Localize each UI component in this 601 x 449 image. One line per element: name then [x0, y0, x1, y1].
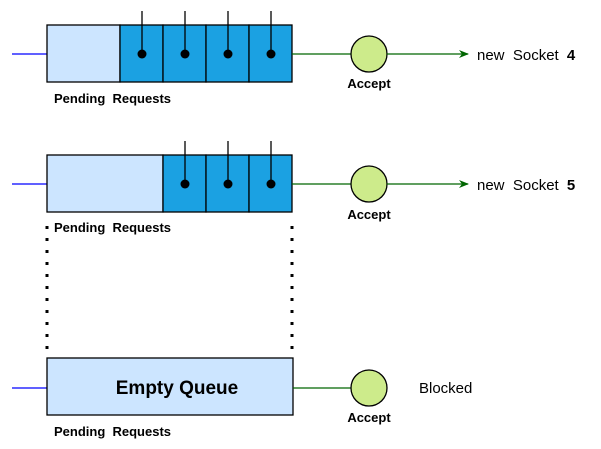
request-dot [266, 49, 276, 59]
request-dot [180, 49, 190, 59]
queue-label-1: Pending Requests [54, 91, 171, 106]
pending-queue-2 [46, 154, 164, 213]
queue-slots-1 [119, 11, 293, 83]
accept-label-2: Accept [347, 207, 391, 222]
request-dot [223, 49, 233, 59]
row-1: Pending Requests Accept new Socket 4 [12, 11, 576, 106]
request-dot [180, 179, 190, 189]
accept-label-1: Accept [347, 76, 391, 91]
socket-number-1: 4 [567, 47, 576, 64]
accept-node-3 [350, 369, 388, 407]
empty-queue-text: Empty Queue [116, 378, 238, 399]
socket-number-2: 5 [567, 177, 575, 194]
blocked-status: Blocked [419, 380, 472, 397]
output-label-2: new Socket 5 [477, 177, 575, 194]
request-dot [137, 49, 147, 59]
queue-label-3: Pending Requests [54, 424, 171, 439]
accept-node-1 [350, 35, 388, 73]
accept-node-2 [350, 165, 388, 203]
queue-slots-2 [162, 141, 293, 213]
pending-queue-1 [46, 24, 121, 83]
output-prefix-1: new Socket [477, 47, 560, 64]
accept-label-3: Accept [347, 410, 391, 425]
output-label-1: new Socket 4 [477, 47, 576, 64]
request-dot [223, 179, 233, 189]
row-3: Empty Queue Pending Requests Accept Bloc… [12, 357, 472, 439]
row-2: Pending Requests Accept new Socket 5 [12, 141, 575, 235]
output-prefix-2: new Socket [477, 177, 560, 194]
empty-queue [46, 357, 294, 416]
queue-label-2: Pending Requests [54, 220, 171, 235]
request-dot [266, 179, 276, 189]
